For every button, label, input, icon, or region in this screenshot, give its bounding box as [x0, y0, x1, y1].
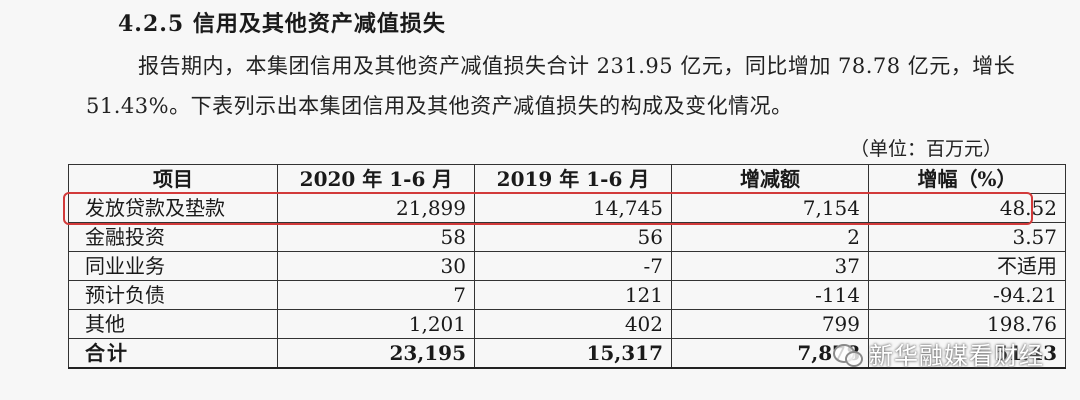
section-heading: 4.2.5 信用及其他资产减值损失	[118, 11, 446, 37]
total-value: 15,317	[474, 338, 672, 369]
cell-value: 14,745	[474, 193, 672, 223]
cell-value: 2	[671, 222, 869, 252]
watermark-text: 新华融媒看财经	[869, 342, 1044, 370]
row-label: 预计负债	[68, 280, 278, 310]
cell-value: 不适用	[868, 251, 1066, 281]
cell-value: 37	[671, 251, 869, 281]
total-value: 23,195	[277, 338, 475, 369]
table-row: 金融投资 58 56 2 3.57	[68, 222, 1066, 252]
cell-value: 30	[277, 251, 475, 281]
table-row: 同业业务 30 -7 37 不适用	[68, 251, 1066, 281]
cell-value: 58	[277, 222, 475, 252]
table-row: 预计负债 7 121 -114 -94.21	[68, 280, 1066, 310]
row-label: 发放贷款及垫款	[68, 193, 278, 223]
wechat-logo-icon	[833, 342, 863, 367]
header-2019h1: 2019 年 1-6 月	[474, 164, 672, 194]
header-item: 项目	[68, 164, 278, 194]
row-label: 其他	[68, 309, 278, 339]
summary-paragraph: 报告期内，本集团信用及其他资产减值损失合计 231.95 亿元，同比增加 78.…	[86, 46, 1046, 126]
table-row: 其他 1,201 402 799 198.76	[68, 309, 1066, 339]
header-change: 增减额	[671, 164, 869, 194]
table-row: 发放贷款及垫款 21,899 14,745 7,154 48.52	[68, 193, 1066, 223]
header-growth: 增幅（%）	[868, 164, 1066, 194]
cell-value: -7	[474, 251, 672, 281]
cell-value: 48.52	[868, 193, 1066, 223]
total-value: 51.43	[868, 338, 1066, 369]
cell-value: 7	[277, 280, 475, 310]
table-header-row: 项目 2020 年 1-6 月 2019 年 1-6 月 增减额 增幅（%）	[68, 164, 1066, 194]
cell-value: 21,899	[277, 193, 475, 223]
summary-text: 报告期内，本集团信用及其他资产减值损失合计 231.95 亿元，同比增加 78.…	[86, 54, 1016, 118]
cell-value: -94.21	[868, 280, 1066, 310]
cell-value: 198.76	[868, 309, 1066, 339]
cell-value: -114	[671, 280, 869, 310]
cell-value: 56	[474, 222, 672, 252]
header-2020h1: 2020 年 1-6 月	[277, 164, 475, 194]
watermark: 新华融媒看财经	[833, 336, 1044, 371]
cell-value: 3.57	[868, 222, 1066, 252]
table-total-row: 合计 23,195 15,317 7,878 51.43	[68, 338, 1066, 369]
cell-value: 7,154	[671, 193, 869, 223]
row-label: 同业业务	[68, 251, 278, 281]
cell-value: 402	[474, 309, 672, 339]
row-label: 金融投资	[68, 222, 278, 252]
cell-value: 1,201	[277, 309, 475, 339]
unit-label: （单位：百万元）	[849, 138, 1002, 160]
cell-value: 121	[474, 280, 672, 310]
total-label: 合计	[68, 338, 278, 369]
cell-value: 799	[671, 309, 869, 339]
